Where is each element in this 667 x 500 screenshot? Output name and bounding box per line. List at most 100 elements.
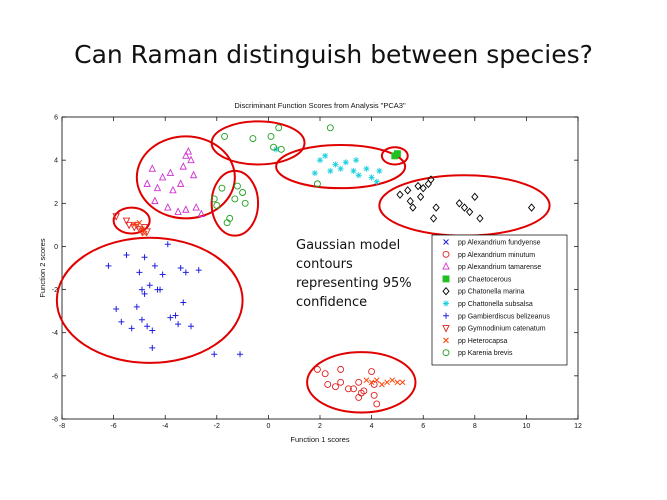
point-pp-alexandrium-tamarense (192, 203, 200, 211)
point-pp-gambierdiscus-belizeanus (118, 318, 125, 325)
point-pp-gambierdiscus-belizeanus (105, 262, 112, 269)
point-pp-heterocapsa (399, 379, 406, 386)
y-tick-label: 2 (54, 201, 58, 208)
point-pp-chattonella-subsalsa (327, 167, 334, 174)
slide-title: Can Raman distinguish between species? (74, 40, 593, 69)
point-pp-gambierdiscus-belizeanus (157, 286, 164, 293)
point-pp-alexandrium-minutum (337, 378, 345, 386)
point-pp-alexandrium-minutum (332, 383, 339, 391)
point-pp-gambierdiscus-belizeanus (113, 305, 120, 312)
point-pp-alexandrium-tamarense (182, 205, 190, 213)
point-pp-alexandrium-tamarense (179, 162, 187, 170)
point-pp-karenia-brevis (213, 201, 221, 209)
chart-title: Discriminant Function Scores from Analys… (234, 101, 406, 110)
legend-label: pp Chatonella marina (458, 289, 525, 296)
point-pp-karenia-brevis (241, 199, 249, 207)
point-pp-heterocapsa (136, 219, 143, 226)
point-pp-karenia-brevis (275, 124, 283, 132)
point-pp-heterocapsa (363, 377, 370, 384)
y-tick-label: -4 (52, 330, 58, 337)
point-pp-chatonella-marina (432, 203, 440, 212)
point-pp-chatonella-marina (414, 181, 422, 191)
point-pp-chattonella-subsalsa (353, 157, 360, 164)
legend: pp Alexandrium fundyense pp Alexandrium m… (431, 234, 568, 366)
point-pp-gambierdiscus-belizeanus (138, 286, 145, 293)
point-pp-karenia-brevis (218, 184, 226, 192)
point-pp-chatonella-marina (419, 183, 427, 193)
x-tick-label: 4 (370, 423, 374, 430)
point-pp-gambierdiscus-belizeanus (136, 269, 143, 276)
point-pp-alexandrium-minutum (324, 381, 332, 388)
point-pp-gambierdiscus-belizeanus (177, 265, 184, 271)
confidence-ellipse (275, 144, 407, 190)
point-pp-karenia-brevis (267, 132, 275, 140)
confidence-ellipse (380, 146, 409, 166)
point-pp-chattonella-subsalsa (373, 178, 380, 185)
point-pp-chaetocerous (393, 150, 401, 158)
x-tick-label: -2 (214, 423, 220, 430)
legend-marker-pp-gymnodinium-catenatum (442, 325, 450, 333)
point-pp-chatonella-marina (404, 186, 412, 195)
point-pp-chatonella-marina (429, 214, 438, 223)
point-pp-chatonella-marina (460, 203, 469, 212)
confidence-ellipse (306, 351, 417, 414)
legend-label: pp Gambierdiscus belizeanus (458, 313, 550, 320)
point-pp-heterocapsa (389, 377, 396, 384)
point-pp-alexandrium-tamarense (151, 196, 159, 205)
point-pp-chattonella-subsalsa (376, 167, 383, 174)
legend-marker-pp-chatonella-marina (442, 287, 450, 296)
confidence-ellipse (378, 174, 551, 237)
point-pp-karenia-brevis (239, 189, 247, 196)
point-pp-gambierdiscus-belizeanus (237, 351, 244, 358)
point-pp-gambierdiscus-belizeanus (151, 262, 158, 269)
point-pp-alexandrium-tamarense (153, 183, 162, 192)
y-tick-label: -6 (52, 373, 58, 380)
point-pp-karenia-brevis (210, 195, 218, 203)
point-pp-alexandrium-tamarense (148, 164, 157, 172)
legend-items: pp Alexandrium fundyense pp Alexandrium m… (442, 239, 550, 357)
point-pp-gambierdiscus-belizeanus (133, 303, 140, 310)
point-pp-chatonella-marina (466, 207, 474, 217)
legend-label: pp Heterocapsa (458, 338, 508, 345)
point-pp-heterocapsa (139, 226, 145, 233)
point-pp-chatonella-marina (455, 199, 463, 208)
point-pp-alexandrium-minutum (313, 365, 321, 373)
point-pp-chatonella-marina (417, 192, 425, 202)
point-pp-chatonella-marina (527, 203, 536, 212)
x-tick-label: -8 (59, 423, 65, 430)
x-tick-label: 0 (266, 423, 270, 430)
point-pp-gambierdiscus-belizeanus (128, 325, 135, 332)
point-pp-karenia-brevis (277, 145, 285, 153)
point-pp-alexandrium-tamarense (164, 203, 172, 211)
x-tick-label: 10 (523, 423, 531, 430)
point-pp-gambierdiscus-belizeanus (149, 344, 156, 351)
point-pp-alexandrium-minutum (350, 385, 357, 393)
x-tick-label: 2 (318, 423, 322, 430)
point-pp-gambierdiscus-belizeanus (159, 271, 166, 278)
confidence-ellipse (135, 135, 236, 220)
legend-marker-pp-heterocapsa (443, 337, 449, 344)
x-tick-label: -4 (162, 423, 168, 430)
point-pp-chatonella-marina (471, 192, 479, 202)
point-pp-heterocapsa (384, 379, 390, 386)
point-pp-gambierdiscus-belizeanus (180, 299, 187, 306)
point-pp-gambierdiscus-belizeanus (175, 321, 182, 328)
confidence-ellipse (210, 120, 306, 166)
legend-box (431, 234, 568, 366)
point-pp-alexandrium-tamarense (174, 207, 182, 215)
point-pp-heterocapsa (141, 230, 148, 237)
x-axis-label: Function 1 scores (290, 435, 349, 444)
point-pp-alexandrium-minutum (337, 365, 345, 373)
y-axis-label: Function 2 scores (38, 238, 47, 297)
point-pp-karenia-brevis (226, 214, 234, 222)
point-pp-alexandrium-tamarense (166, 168, 175, 177)
x-tick-label: 12 (574, 423, 582, 430)
point-pp-karenia-brevis (221, 132, 228, 140)
point-pp-chattonella-subsalsa (337, 165, 344, 172)
point-pp-alexandrium-minutum (344, 385, 352, 393)
point-pp-alexandrium-tamarense (184, 147, 193, 155)
y-tick-label: 6 (54, 115, 58, 122)
point-pp-gymnodinium-catenatum (125, 221, 133, 230)
point-pp-gambierdiscus-belizeanus (164, 241, 171, 248)
